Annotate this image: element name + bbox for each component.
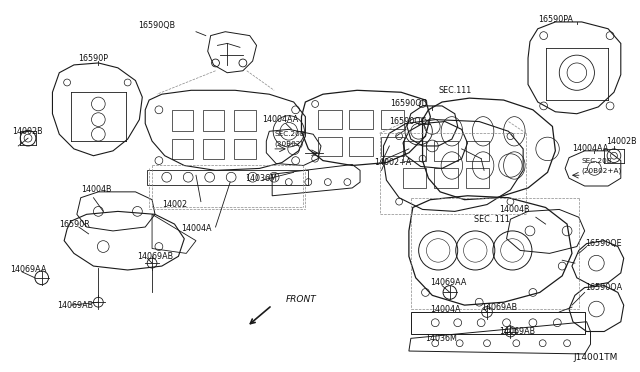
Text: 14004A: 14004A (181, 224, 212, 234)
Text: 14004A: 14004A (430, 305, 461, 314)
Text: 14069AA: 14069AA (430, 278, 467, 287)
Text: 16590QC: 16590QC (389, 117, 427, 126)
Text: SEC.111: SEC.111 (438, 86, 472, 95)
Text: 14004B: 14004B (499, 205, 529, 214)
Text: 14069AB: 14069AB (499, 327, 535, 336)
Text: 16590QD: 16590QD (390, 99, 428, 109)
Text: 14069AB: 14069AB (138, 252, 173, 261)
Text: 16590P: 16590P (79, 54, 108, 62)
Text: 16590QA: 16590QA (585, 283, 622, 292)
Text: 16590QB: 16590QB (138, 21, 175, 31)
Text: SEC.20B: SEC.20B (582, 158, 612, 164)
Text: 14036M: 14036M (426, 334, 458, 343)
Text: 16590PA: 16590PA (538, 15, 573, 23)
Text: SEC. 111: SEC. 111 (474, 215, 510, 224)
Text: 14069AB: 14069AB (58, 301, 93, 310)
Text: 14004AA: 14004AA (572, 144, 608, 153)
Text: 16590QE: 16590QE (585, 239, 621, 248)
Text: 16590R: 16590R (60, 219, 90, 228)
Text: 14002B: 14002B (12, 127, 43, 136)
Text: 14069AB: 14069AB (481, 302, 517, 312)
Text: (20B02+A): (20B02+A) (582, 167, 622, 174)
Text: 14004AA: 14004AA (262, 115, 299, 124)
Text: 14002B: 14002B (606, 137, 637, 145)
Text: FRONT: FRONT (286, 295, 317, 304)
Text: SEC.20B: SEC.20B (274, 131, 305, 137)
Text: 14036M: 14036M (245, 174, 276, 183)
Text: 14069AA: 14069AA (10, 266, 47, 275)
Text: (20B02): (20B02) (274, 141, 303, 147)
Text: 14002: 14002 (162, 200, 187, 209)
Text: J14001TM: J14001TM (573, 353, 618, 362)
Text: 14004B: 14004B (81, 185, 111, 195)
Text: 14002+A: 14002+A (374, 158, 411, 167)
